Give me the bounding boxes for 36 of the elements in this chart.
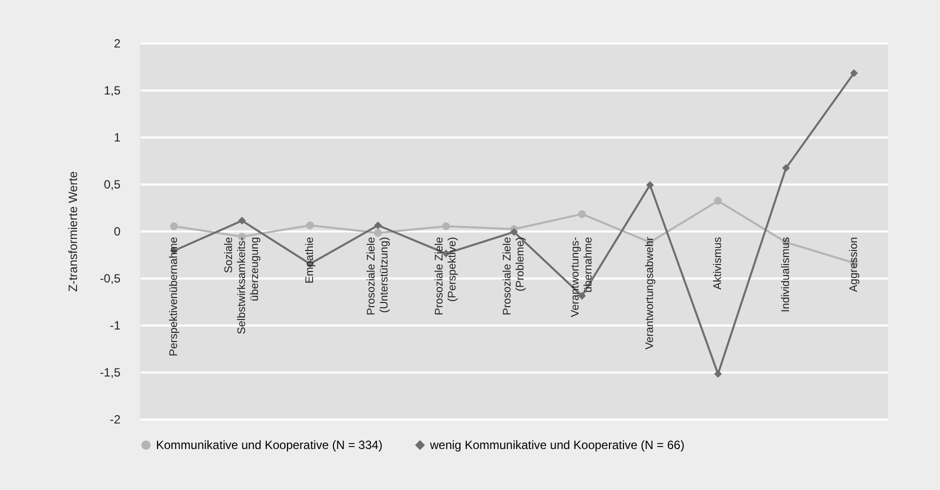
category-label: Prosoziale Ziele (Perspektive) — [434, 237, 458, 316]
point — [306, 221, 314, 230]
point — [850, 69, 858, 77]
point — [170, 222, 178, 230]
y-tick-label: 2 — [114, 36, 121, 50]
point — [646, 181, 654, 189]
x-tick-label: Individualismus — [780, 236, 792, 312]
y-tick-label: 0,5 — [104, 178, 121, 192]
x-tick-label: Verantwortungsabwehr — [644, 236, 656, 350]
y-tick-label: -2 — [110, 412, 121, 426]
point — [238, 216, 246, 225]
legend-label: wenig Kommunikative und Kooperative (N = 66) — [429, 438, 684, 452]
y-axis-title: Z-transformierte Werte — [66, 170, 80, 292]
y-tick-label: 0 — [114, 224, 121, 238]
y-tick-label: -1,5 — [100, 366, 121, 380]
y-tick-label: -0,5 — [100, 272, 121, 286]
point — [714, 197, 722, 205]
point — [442, 222, 450, 230]
x-tick-label: Aggression — [848, 237, 860, 292]
category-label: Prosoziale Ziele (Unterstützung) — [366, 237, 390, 316]
y-tick-label: -1 — [110, 318, 121, 332]
point — [714, 370, 722, 378]
x-tick-label: Perspektivenübernahme — [168, 237, 180, 356]
y-tick-label: 1 — [114, 130, 121, 144]
legend-label: Kommunikative und Kooperative (N = 334) — [156, 438, 382, 452]
x-tick-label: Empathie — [304, 237, 316, 284]
point — [782, 164, 790, 172]
category-label: Prosoziale Ziele (Probleme) — [502, 237, 526, 316]
category-label: Verantwortungs- übernahme — [570, 237, 594, 318]
point — [510, 228, 518, 236]
y-tick-label: 1,5 — [104, 84, 121, 98]
point — [578, 210, 586, 218]
category-label: Soziale Selbstwirksamkeits- überzeugung — [223, 237, 261, 334]
x-tick-label: Aktivismus — [712, 236, 724, 290]
point — [374, 229, 382, 237]
point — [374, 221, 382, 230]
